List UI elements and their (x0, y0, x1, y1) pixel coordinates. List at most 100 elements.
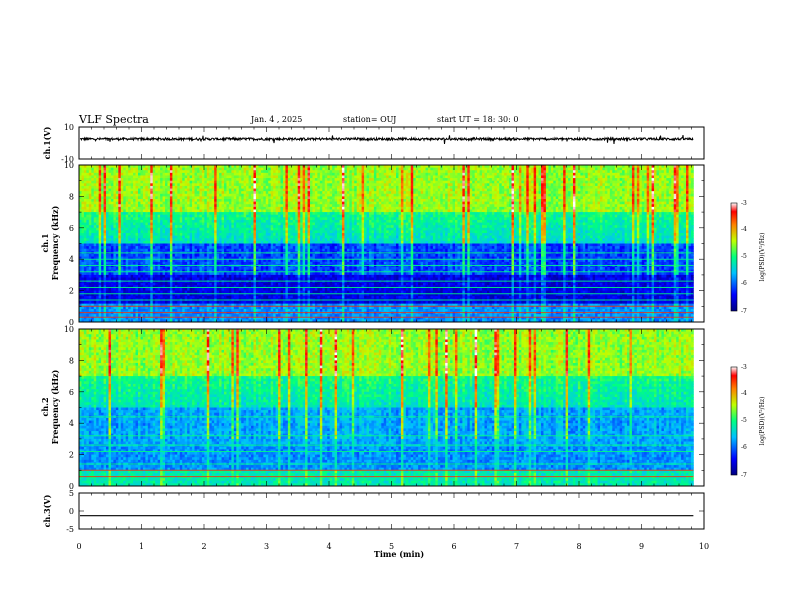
spec-cell (108, 202, 111, 205)
spec-cell (502, 168, 505, 171)
spec-cell (241, 202, 244, 205)
spec-cell (305, 209, 308, 212)
spec-cell (669, 209, 672, 212)
spec-cell (182, 170, 185, 173)
spec-cell (374, 204, 377, 207)
spec-cell (484, 170, 487, 173)
spec-cell (140, 178, 143, 181)
spec-cell (325, 178, 328, 181)
spec-cell (180, 209, 183, 212)
spec-cell (465, 196, 468, 199)
spec-cell (131, 209, 134, 212)
spec-cell (386, 186, 389, 189)
spec-cell (138, 196, 141, 199)
spec-cell (340, 202, 343, 205)
spec-cell (676, 209, 679, 212)
spec-cell (448, 212, 451, 215)
spec-cell (553, 181, 556, 184)
spec-cell (426, 204, 429, 207)
spec-cell (531, 204, 534, 207)
spec-cell (519, 191, 522, 194)
spec-cell (664, 175, 667, 178)
spec-cell (438, 189, 441, 192)
spec-cell (688, 181, 691, 184)
spec-cell (283, 189, 286, 192)
spec-cell (536, 175, 539, 178)
spec-cell (118, 199, 121, 202)
spec-cell (607, 183, 610, 186)
spec-cell (448, 173, 451, 176)
spec-cell (413, 204, 416, 207)
spec-cell (492, 196, 495, 199)
spec-cell (676, 173, 679, 176)
spec-cell (521, 168, 524, 171)
spec-cell (101, 170, 104, 173)
spec-cell (502, 209, 505, 212)
spec-cell (94, 186, 97, 189)
spec-cell (480, 170, 483, 173)
spec-cell (529, 175, 532, 178)
spec-cell (546, 196, 549, 199)
spec-cell (116, 191, 119, 194)
spec-cell (607, 202, 610, 205)
spec-cell (219, 196, 222, 199)
spec-cell (170, 175, 173, 178)
spec-cell (332, 202, 335, 205)
spec-cell (433, 186, 436, 189)
spec-cell (126, 178, 129, 181)
spec-cell (199, 186, 202, 189)
spec-cell (627, 202, 630, 205)
spec-cell (226, 196, 229, 199)
spec-cell (298, 181, 301, 184)
spec-cell (470, 189, 473, 192)
spec-cell (509, 170, 512, 173)
spec-cell (585, 212, 588, 215)
spec-cell (347, 212, 350, 215)
spec-cell (276, 204, 279, 207)
spec-cell (315, 212, 318, 215)
spec-cell (185, 215, 188, 218)
spec-cell (108, 199, 111, 202)
spec-cell (676, 204, 679, 207)
spec-cell (362, 199, 365, 202)
spec-cell (467, 212, 470, 215)
spec-cell (86, 175, 89, 178)
spec-cell (84, 175, 87, 178)
spec-cell (428, 196, 431, 199)
spec-cell (295, 186, 298, 189)
spec-cell (180, 178, 183, 181)
spec-cell (253, 215, 256, 218)
spec-cell (217, 186, 220, 189)
spec-cell (371, 199, 374, 202)
spec-cell (684, 181, 687, 184)
spec-cell (158, 186, 161, 189)
spec-cell (204, 175, 207, 178)
spec-cell (344, 170, 347, 173)
spec-cell (229, 170, 232, 173)
spec-cell (199, 207, 202, 210)
spec-cell (590, 209, 593, 212)
spec-cell (536, 207, 539, 210)
spec-cell (261, 207, 264, 210)
spec-cell (642, 178, 645, 181)
spec-cell (300, 181, 303, 184)
spec-cell (362, 207, 365, 210)
spec-cell (408, 186, 411, 189)
spec-cell (241, 181, 244, 184)
spec-cell (374, 215, 377, 218)
spec-cell (165, 199, 168, 202)
spec-cell (86, 212, 89, 215)
spec-cell (300, 199, 303, 202)
spec-cell (165, 183, 168, 186)
spec-cell (340, 196, 343, 199)
spec-cell (246, 189, 249, 192)
spec-cell (386, 212, 389, 215)
spec-cell (674, 202, 677, 205)
spec-cell (369, 215, 372, 218)
spec-cell (170, 183, 173, 186)
spec-cell (566, 168, 569, 171)
spec-cell (202, 209, 205, 212)
spec-cell (465, 170, 468, 173)
spec-cell (536, 186, 539, 189)
spec-cell (661, 173, 664, 176)
